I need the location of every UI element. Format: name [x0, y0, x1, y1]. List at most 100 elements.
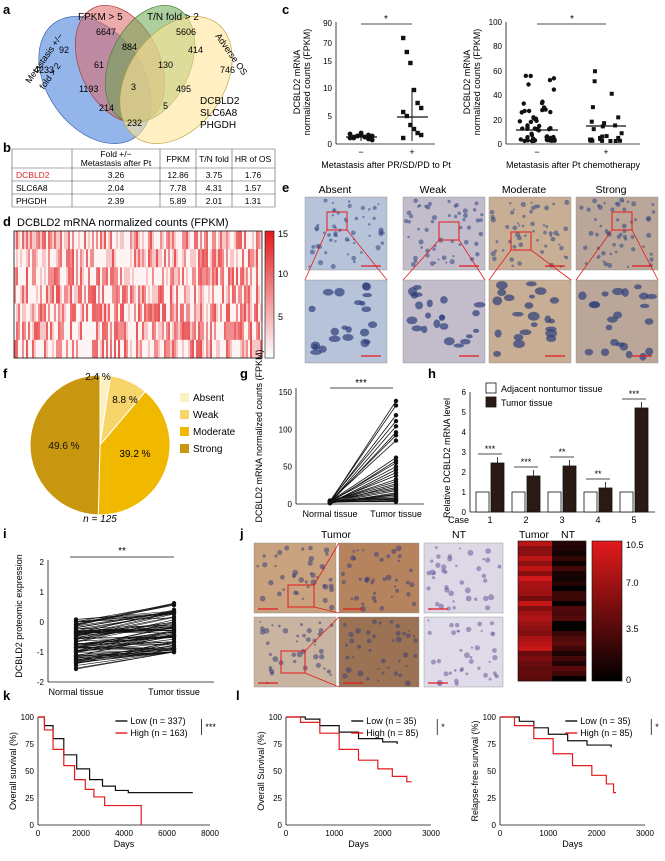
j-image: [338, 616, 420, 688]
j-heat-cell-nt: [552, 586, 586, 592]
d-heat-cell: [160, 285, 163, 304]
d-heat-cell: [258, 267, 261, 286]
venn-gene: SLC6A8: [200, 108, 238, 119]
d-heat-cell: [72, 303, 75, 323]
d-heat-cell: [146, 267, 149, 286]
km-legend-high: High (n = 85): [366, 728, 418, 738]
d-heat-cell: [92, 321, 95, 341]
c-right-point-plus: [613, 138, 618, 143]
d-heat-cell: [46, 267, 49, 286]
d-heat-cell: [76, 249, 79, 268]
j-nucleus: [322, 597, 328, 603]
j-heat-cell-tumor: [518, 621, 552, 627]
j-nucleus: [441, 568, 446, 574]
d-heat-cell: [236, 231, 239, 250]
d-heat-cell: [140, 231, 143, 250]
h-bar-adjacent: [475, 491, 490, 513]
d-heat-cell: [156, 321, 159, 341]
j-heat-cell-tumor: [518, 641, 552, 647]
d-heat-cell: [142, 267, 145, 286]
d-heat-cell: [28, 303, 31, 323]
j-heat-cell-nt: [552, 636, 586, 642]
i-pair-line: [75, 612, 175, 632]
d-heat-cell: [24, 231, 27, 250]
c-right-points: [516, 69, 626, 144]
d-heat-cell: [98, 249, 101, 268]
table-cell: 4.31: [206, 183, 223, 193]
d-heat-cell: [210, 231, 213, 250]
d-heat-cell: [254, 267, 257, 286]
j-nucleus: [302, 633, 306, 638]
km-ytick: 50: [25, 767, 34, 776]
d-heat-cell: [132, 249, 135, 268]
d-heat-cell: [238, 267, 241, 286]
d-heat-cell: [50, 321, 53, 341]
d-heat-cell: [58, 285, 61, 304]
d-heat-cell: [260, 285, 263, 304]
j-heat-cell-tumor: [518, 591, 552, 597]
d-heat-cell: [200, 231, 203, 250]
j-nucleus: [435, 562, 441, 568]
j-heat-cell-tumor: [518, 576, 552, 582]
e-nucleus: [433, 319, 441, 329]
j-heat-cell-nt: [552, 596, 586, 602]
d-heat-cell: [106, 339, 109, 359]
i-pair-line: [75, 651, 175, 663]
j-heat-cell-nt: [552, 541, 586, 547]
e-image-top: [488, 196, 572, 271]
j-nucleus: [306, 585, 310, 589]
d-heat-cell: [128, 267, 131, 286]
c-left-point-plus: [404, 113, 409, 119]
d-heat-cell: [144, 285, 147, 304]
e-nucleus: [512, 208, 515, 211]
panel-letter-l: l: [236, 688, 240, 703]
table-cell: 2.39: [108, 196, 125, 206]
j-heat-cell-tumor: [518, 666, 552, 672]
e-nucleus: [406, 316, 418, 325]
e-nucleus: [603, 261, 609, 267]
km-ytick: 50: [273, 767, 282, 776]
d-heat-cell: [228, 339, 231, 359]
d-heat-cell: [238, 339, 241, 359]
g-pair-line: [329, 499, 397, 501]
e-nucleus: [462, 213, 468, 219]
j-nucleus: [326, 669, 331, 674]
j-heat-cell-tumor: [518, 631, 552, 637]
f-legend-label: Absent: [193, 393, 224, 404]
e-nucleus: [368, 321, 378, 329]
d-heat-cell: [180, 339, 183, 359]
h-tick: 1: [462, 488, 467, 497]
e-nucleus: [441, 255, 447, 261]
d-heat-cell: [208, 321, 211, 341]
d-heat-cell: [30, 303, 33, 323]
e-nucleus: [503, 294, 515, 302]
d-heat-cell: [36, 321, 39, 341]
j-heat-cell-tumor: [518, 661, 552, 667]
i-pair-line: [75, 651, 175, 666]
j-nucleus: [344, 643, 348, 647]
d-heat-cell: [26, 267, 29, 286]
d-heat-cell: [222, 339, 225, 359]
d-heat-cell: [220, 321, 223, 341]
km-ytick: 50: [487, 767, 496, 776]
km-xtick: 2000: [374, 829, 392, 838]
j-heat-cell-nt: [552, 546, 586, 552]
d-heat-cell: [216, 267, 219, 286]
j-nucleus: [371, 578, 376, 583]
c-right-point-minus: [523, 73, 529, 79]
j-heat-cell-nt: [552, 631, 586, 637]
j-nucleus: [405, 664, 408, 667]
e-nucleus: [639, 303, 650, 309]
d-heat-cell: [28, 249, 31, 268]
d-heat-cell: [72, 285, 75, 304]
d-heat-cell: [196, 303, 199, 323]
d-heat-cell: [74, 267, 77, 286]
j-nucleus: [430, 559, 434, 563]
j-nucleus: [271, 624, 274, 627]
c-right-point-plus: [602, 121, 607, 126]
i-point-normal: [73, 642, 79, 647]
d-heat-cell: [98, 285, 101, 304]
e-label-moderate: Moderate: [502, 184, 547, 196]
e-nucleus: [432, 247, 436, 251]
d-heat-cell: [90, 303, 93, 323]
